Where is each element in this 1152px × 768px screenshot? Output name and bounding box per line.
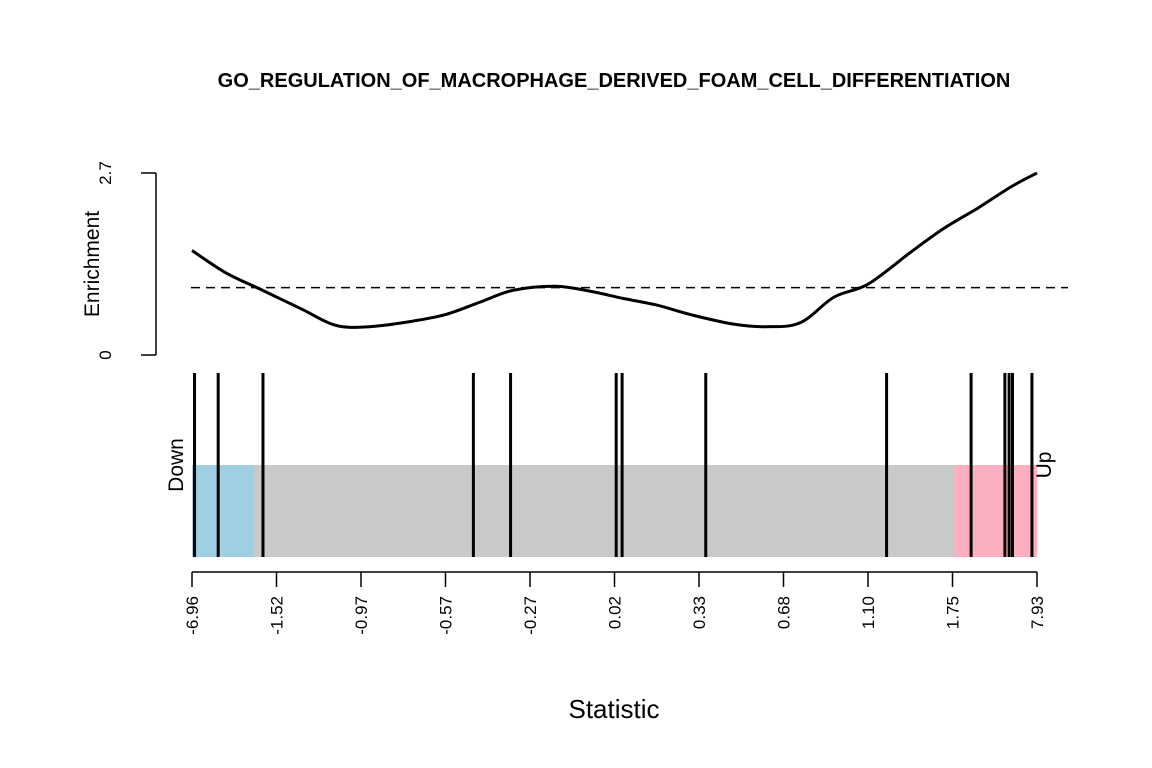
x-axis-label: Statistic xyxy=(568,694,659,724)
enrichment-panel: 2.7 0 Enrichment xyxy=(81,161,1068,360)
x-ticks: -6.96 -1.52 -0.97 -0.57 -0.27 0.02 0.33 0.68 1.1… xyxy=(183,572,1047,635)
down-label: Down xyxy=(165,438,188,492)
x-tick-label-8: 1.10 xyxy=(859,596,878,629)
x-tick-label-1: -1.52 xyxy=(268,596,287,635)
x-tick-label-2: -0.97 xyxy=(352,596,371,635)
middle-region xyxy=(192,465,1037,557)
up-label: Up xyxy=(1033,452,1056,479)
enrichment-axis-label: Enrichment xyxy=(81,211,104,317)
barcode-panel: Down Up xyxy=(165,373,1056,557)
x-tick-label-3: -0.57 xyxy=(437,596,456,635)
x-tick-label-5: 0.02 xyxy=(606,596,625,629)
x-tick-label-9: 1.75 xyxy=(944,596,963,629)
y-tick-label-max: 2.7 xyxy=(96,161,115,185)
x-tick-label-4: -0.27 xyxy=(521,596,540,635)
gene-bars xyxy=(193,373,1034,557)
x-tick-label-10: 7.93 xyxy=(1028,596,1047,629)
x-tick-label-0: -6.96 xyxy=(183,596,202,635)
x-axis: -6.96 -1.52 -0.97 -0.57 -0.27 0.02 0.33 0.68 1.1… xyxy=(183,571,1047,724)
x-tick-label-6: 0.33 xyxy=(690,596,709,629)
x-tick-label-7: 0.68 xyxy=(775,596,794,629)
up-region xyxy=(954,465,1037,557)
chart-title: GO_REGULATION_OF_MACROPHAGE_DERIVED_FOAM… xyxy=(218,70,1011,92)
down-region xyxy=(192,465,254,557)
enrichment-curve xyxy=(191,171,1038,329)
y-tick-label-min: 0 xyxy=(96,350,115,359)
